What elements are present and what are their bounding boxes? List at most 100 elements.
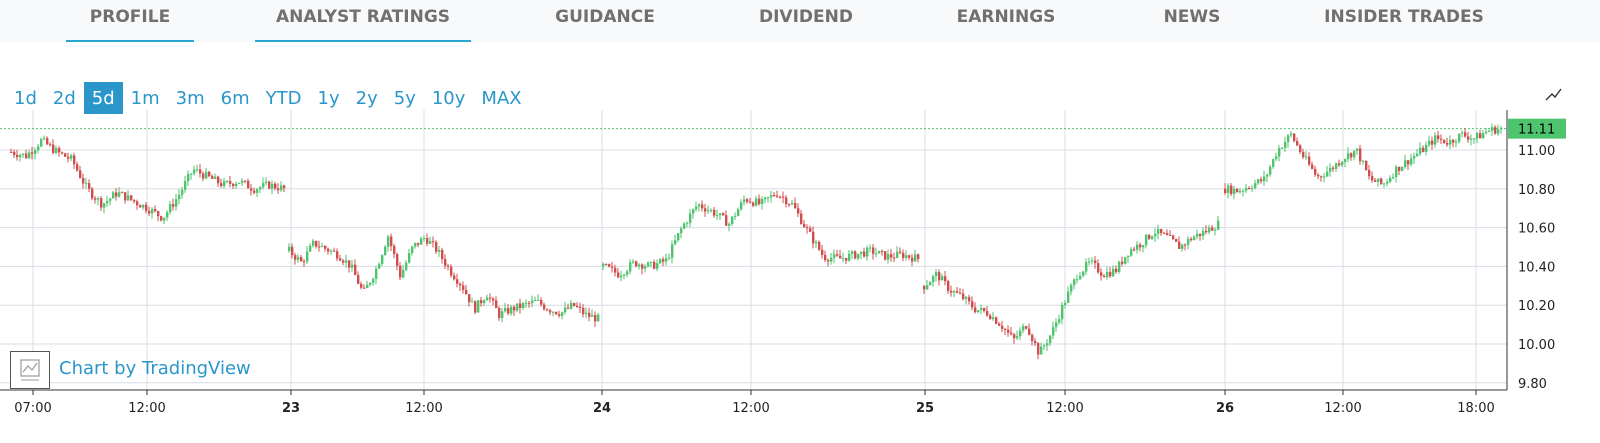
candle-body: [629, 262, 632, 272]
range-5d[interactable]: 5d: [83, 82, 123, 114]
candle-body: [327, 248, 330, 252]
candle-body: [638, 264, 641, 267]
range-2y[interactable]: 2y: [355, 87, 378, 109]
candle-body: [743, 199, 746, 203]
chart-grid: [0, 110, 1507, 390]
candle-body: [746, 199, 749, 202]
candle-body: [190, 173, 193, 175]
candle-body: [1013, 334, 1016, 339]
tradingview-logo[interactable]: [10, 351, 50, 389]
tab-earnings[interactable]: EARNINGS: [940, 0, 1072, 42]
candle-body: [393, 245, 396, 255]
tab-guidance[interactable]: GUIDANCE: [540, 0, 670, 42]
candle-body: [1263, 176, 1266, 182]
candle-body: [1341, 161, 1344, 166]
candle-body: [1464, 132, 1467, 137]
candle-body: [594, 315, 597, 322]
candle-body: [959, 292, 962, 294]
candle-body: [169, 204, 172, 213]
candle-body: [133, 199, 136, 202]
candle-body: [1284, 141, 1287, 148]
candle-body: [683, 223, 686, 229]
range-max[interactable]: MAX: [481, 87, 522, 109]
candle-body: [710, 209, 713, 211]
candle-body: [10, 151, 13, 153]
candle-body: [109, 198, 112, 201]
candle-body: [1332, 167, 1335, 169]
candle-body: [402, 269, 405, 278]
candle-body: [226, 181, 229, 183]
tab-insider-trades[interactable]: INSIDER TRADES: [1310, 0, 1498, 42]
tab-profile[interactable]: PROFILE: [66, 0, 194, 42]
candle-body: [1494, 127, 1497, 134]
candle-body: [1070, 285, 1073, 292]
y-tick-label: 10.60: [1518, 222, 1555, 237]
candle-body: [878, 250, 881, 254]
range-3m[interactable]: 3m: [175, 87, 205, 109]
candle-body: [890, 254, 893, 258]
candle-body: [1166, 233, 1169, 236]
candle-body: [908, 255, 911, 258]
candle-body: [1335, 163, 1338, 169]
candle-body: [369, 282, 372, 285]
candle-body: [812, 231, 815, 244]
candle-body: [336, 251, 339, 259]
x-tick-label: 23: [282, 401, 300, 416]
candle-body: [1251, 187, 1254, 189]
candle-body: [223, 181, 226, 187]
tab-dividend[interactable]: DIVIDEND: [745, 0, 867, 42]
candle-body: [238, 182, 241, 184]
candle-body: [357, 275, 360, 284]
candle-body: [1151, 236, 1154, 239]
range-5y[interactable]: 5y: [393, 87, 416, 109]
candle-body: [947, 281, 950, 291]
candle-body: [579, 306, 582, 308]
candle-body: [1118, 261, 1121, 272]
candle-body: [312, 240, 315, 246]
price-chart[interactable]: 9.8010.0010.2010.4010.6010.8011.0011.11 …: [0, 110, 1600, 443]
candle-body: [1157, 229, 1160, 234]
last-price-label: 11.11: [1518, 123, 1555, 138]
y-tick-label: 10.80: [1518, 183, 1555, 198]
range-6m[interactable]: 6m: [220, 87, 250, 109]
candle-body: [740, 202, 743, 210]
range-2d[interactable]: 2d: [52, 87, 76, 109]
range-10y[interactable]: 10y: [431, 87, 466, 109]
candle-body: [1308, 156, 1311, 165]
candle-body: [1010, 332, 1013, 335]
candle-body: [1169, 235, 1172, 237]
candle-body: [1485, 131, 1488, 134]
candle-body: [498, 308, 501, 318]
chart-type-line-icon[interactable]: [1540, 84, 1566, 106]
range-1y[interactable]: 1y: [317, 87, 340, 109]
candle-body: [127, 195, 130, 201]
candle-body: [474, 301, 477, 313]
candle-body: [1443, 139, 1446, 143]
range-1d[interactable]: 1d: [14, 87, 37, 109]
range-1m[interactable]: 1m: [130, 87, 160, 109]
candle-body: [540, 299, 543, 305]
candle-body: [558, 314, 561, 316]
candle-body: [1046, 343, 1049, 346]
candle-body: [617, 272, 620, 278]
tab-label: PROFILE: [89, 7, 171, 27]
candle-body: [980, 307, 983, 311]
tradingview-credit[interactable]: Chart by TradingView: [59, 358, 251, 379]
candle-body: [37, 146, 40, 151]
tab-news[interactable]: NEWS: [1152, 0, 1232, 42]
candle-body: [821, 249, 824, 255]
candle-body: [653, 261, 656, 269]
candle-body: [698, 204, 701, 207]
candle-body: [674, 240, 677, 245]
tab-analyst-ratings[interactable]: ANALYST RATINGS: [255, 0, 471, 42]
candle-body: [585, 312, 588, 315]
candle-body: [1293, 133, 1296, 142]
candle-body: [1290, 133, 1293, 136]
tab-label: GUIDANCE: [555, 7, 655, 27]
candle-body: [1431, 140, 1434, 145]
candle-body: [378, 264, 381, 269]
range-ytd[interactable]: YTD: [265, 87, 302, 109]
candle-body: [695, 206, 698, 210]
candle-body: [602, 263, 605, 267]
candle-body: [432, 241, 435, 243]
